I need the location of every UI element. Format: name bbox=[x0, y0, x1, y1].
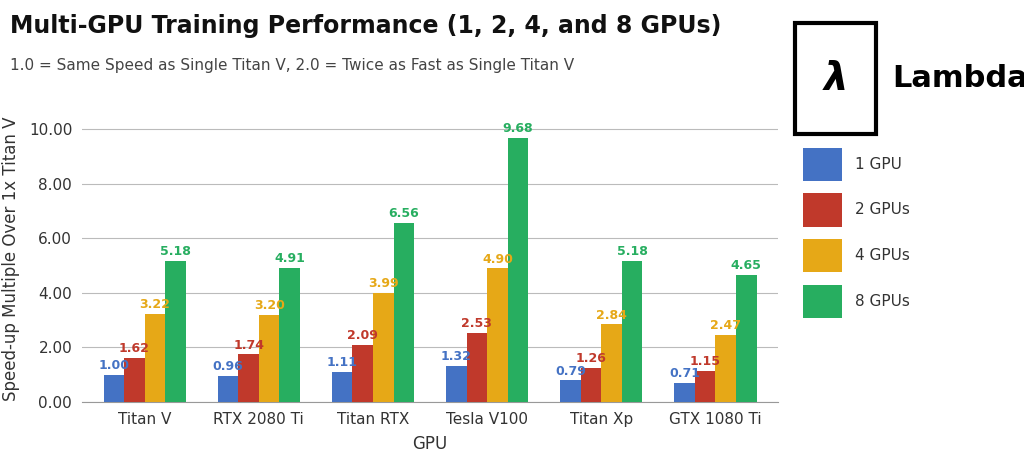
Text: 8 GPUs: 8 GPUs bbox=[855, 294, 909, 309]
Bar bbox=[259, 315, 280, 402]
Bar bbox=[103, 375, 124, 402]
Text: 9.68: 9.68 bbox=[503, 122, 534, 135]
Bar bbox=[373, 293, 393, 402]
Text: 2 GPUs: 2 GPUs bbox=[855, 202, 909, 218]
Text: 3.22: 3.22 bbox=[139, 298, 170, 311]
Bar bbox=[144, 314, 165, 402]
Bar bbox=[332, 371, 352, 402]
Bar bbox=[352, 345, 373, 402]
Bar bbox=[393, 223, 414, 402]
Bar bbox=[560, 380, 581, 402]
Bar bbox=[165, 261, 185, 402]
Text: 4.90: 4.90 bbox=[482, 253, 513, 266]
Text: 5.18: 5.18 bbox=[616, 245, 647, 258]
FancyBboxPatch shape bbox=[803, 285, 842, 318]
Text: 5.18: 5.18 bbox=[160, 245, 190, 258]
Bar bbox=[675, 383, 695, 402]
FancyBboxPatch shape bbox=[803, 193, 842, 226]
Bar bbox=[239, 354, 259, 402]
Bar bbox=[716, 334, 736, 402]
Bar bbox=[601, 324, 622, 402]
FancyBboxPatch shape bbox=[803, 148, 842, 181]
Bar bbox=[487, 268, 508, 402]
Text: 1.62: 1.62 bbox=[119, 342, 150, 355]
Text: 1.00: 1.00 bbox=[98, 359, 129, 372]
Text: 1.15: 1.15 bbox=[690, 355, 721, 368]
Text: 0.96: 0.96 bbox=[213, 360, 244, 373]
Text: Multi-GPU Training Performance (1, 2, 4, and 8 GPUs): Multi-GPU Training Performance (1, 2, 4,… bbox=[10, 14, 722, 38]
Bar bbox=[622, 261, 642, 402]
Text: 2.53: 2.53 bbox=[462, 317, 493, 330]
Bar bbox=[508, 138, 528, 402]
Text: 1.74: 1.74 bbox=[233, 339, 264, 352]
FancyBboxPatch shape bbox=[803, 239, 842, 272]
Text: 6.56: 6.56 bbox=[388, 207, 419, 220]
Bar bbox=[446, 366, 467, 402]
Text: λ: λ bbox=[823, 60, 848, 97]
Y-axis label: Speed-up Multiple Over 1x Titan V: Speed-up Multiple Over 1x Titan V bbox=[2, 116, 20, 401]
Bar bbox=[280, 268, 300, 402]
Bar bbox=[218, 376, 239, 402]
Text: 1.0 = Same Speed as Single Titan V, 2.0 = Twice as Fast as Single Titan V: 1.0 = Same Speed as Single Titan V, 2.0 … bbox=[10, 58, 574, 73]
Bar bbox=[581, 368, 601, 402]
Text: 1 GPU: 1 GPU bbox=[855, 157, 901, 172]
Text: 3.20: 3.20 bbox=[254, 299, 285, 312]
X-axis label: GPU: GPU bbox=[413, 435, 447, 453]
Text: 1.11: 1.11 bbox=[327, 356, 357, 369]
Text: 4.65: 4.65 bbox=[731, 259, 762, 273]
Text: 2.84: 2.84 bbox=[596, 309, 627, 322]
Text: 4.91: 4.91 bbox=[274, 252, 305, 265]
Text: 2.09: 2.09 bbox=[347, 329, 378, 342]
FancyBboxPatch shape bbox=[796, 23, 877, 134]
Text: 2.47: 2.47 bbox=[711, 319, 741, 332]
Text: 1.32: 1.32 bbox=[441, 350, 472, 363]
Text: 1.26: 1.26 bbox=[575, 352, 606, 365]
Text: 3.99: 3.99 bbox=[368, 277, 398, 290]
Bar bbox=[467, 333, 487, 402]
Text: Lambda: Lambda bbox=[892, 64, 1024, 93]
Bar bbox=[736, 275, 757, 402]
Text: 4 GPUs: 4 GPUs bbox=[855, 248, 909, 263]
Bar bbox=[124, 358, 144, 402]
Bar bbox=[695, 371, 716, 402]
Text: 0.71: 0.71 bbox=[669, 367, 700, 380]
Text: 0.79: 0.79 bbox=[555, 365, 586, 377]
